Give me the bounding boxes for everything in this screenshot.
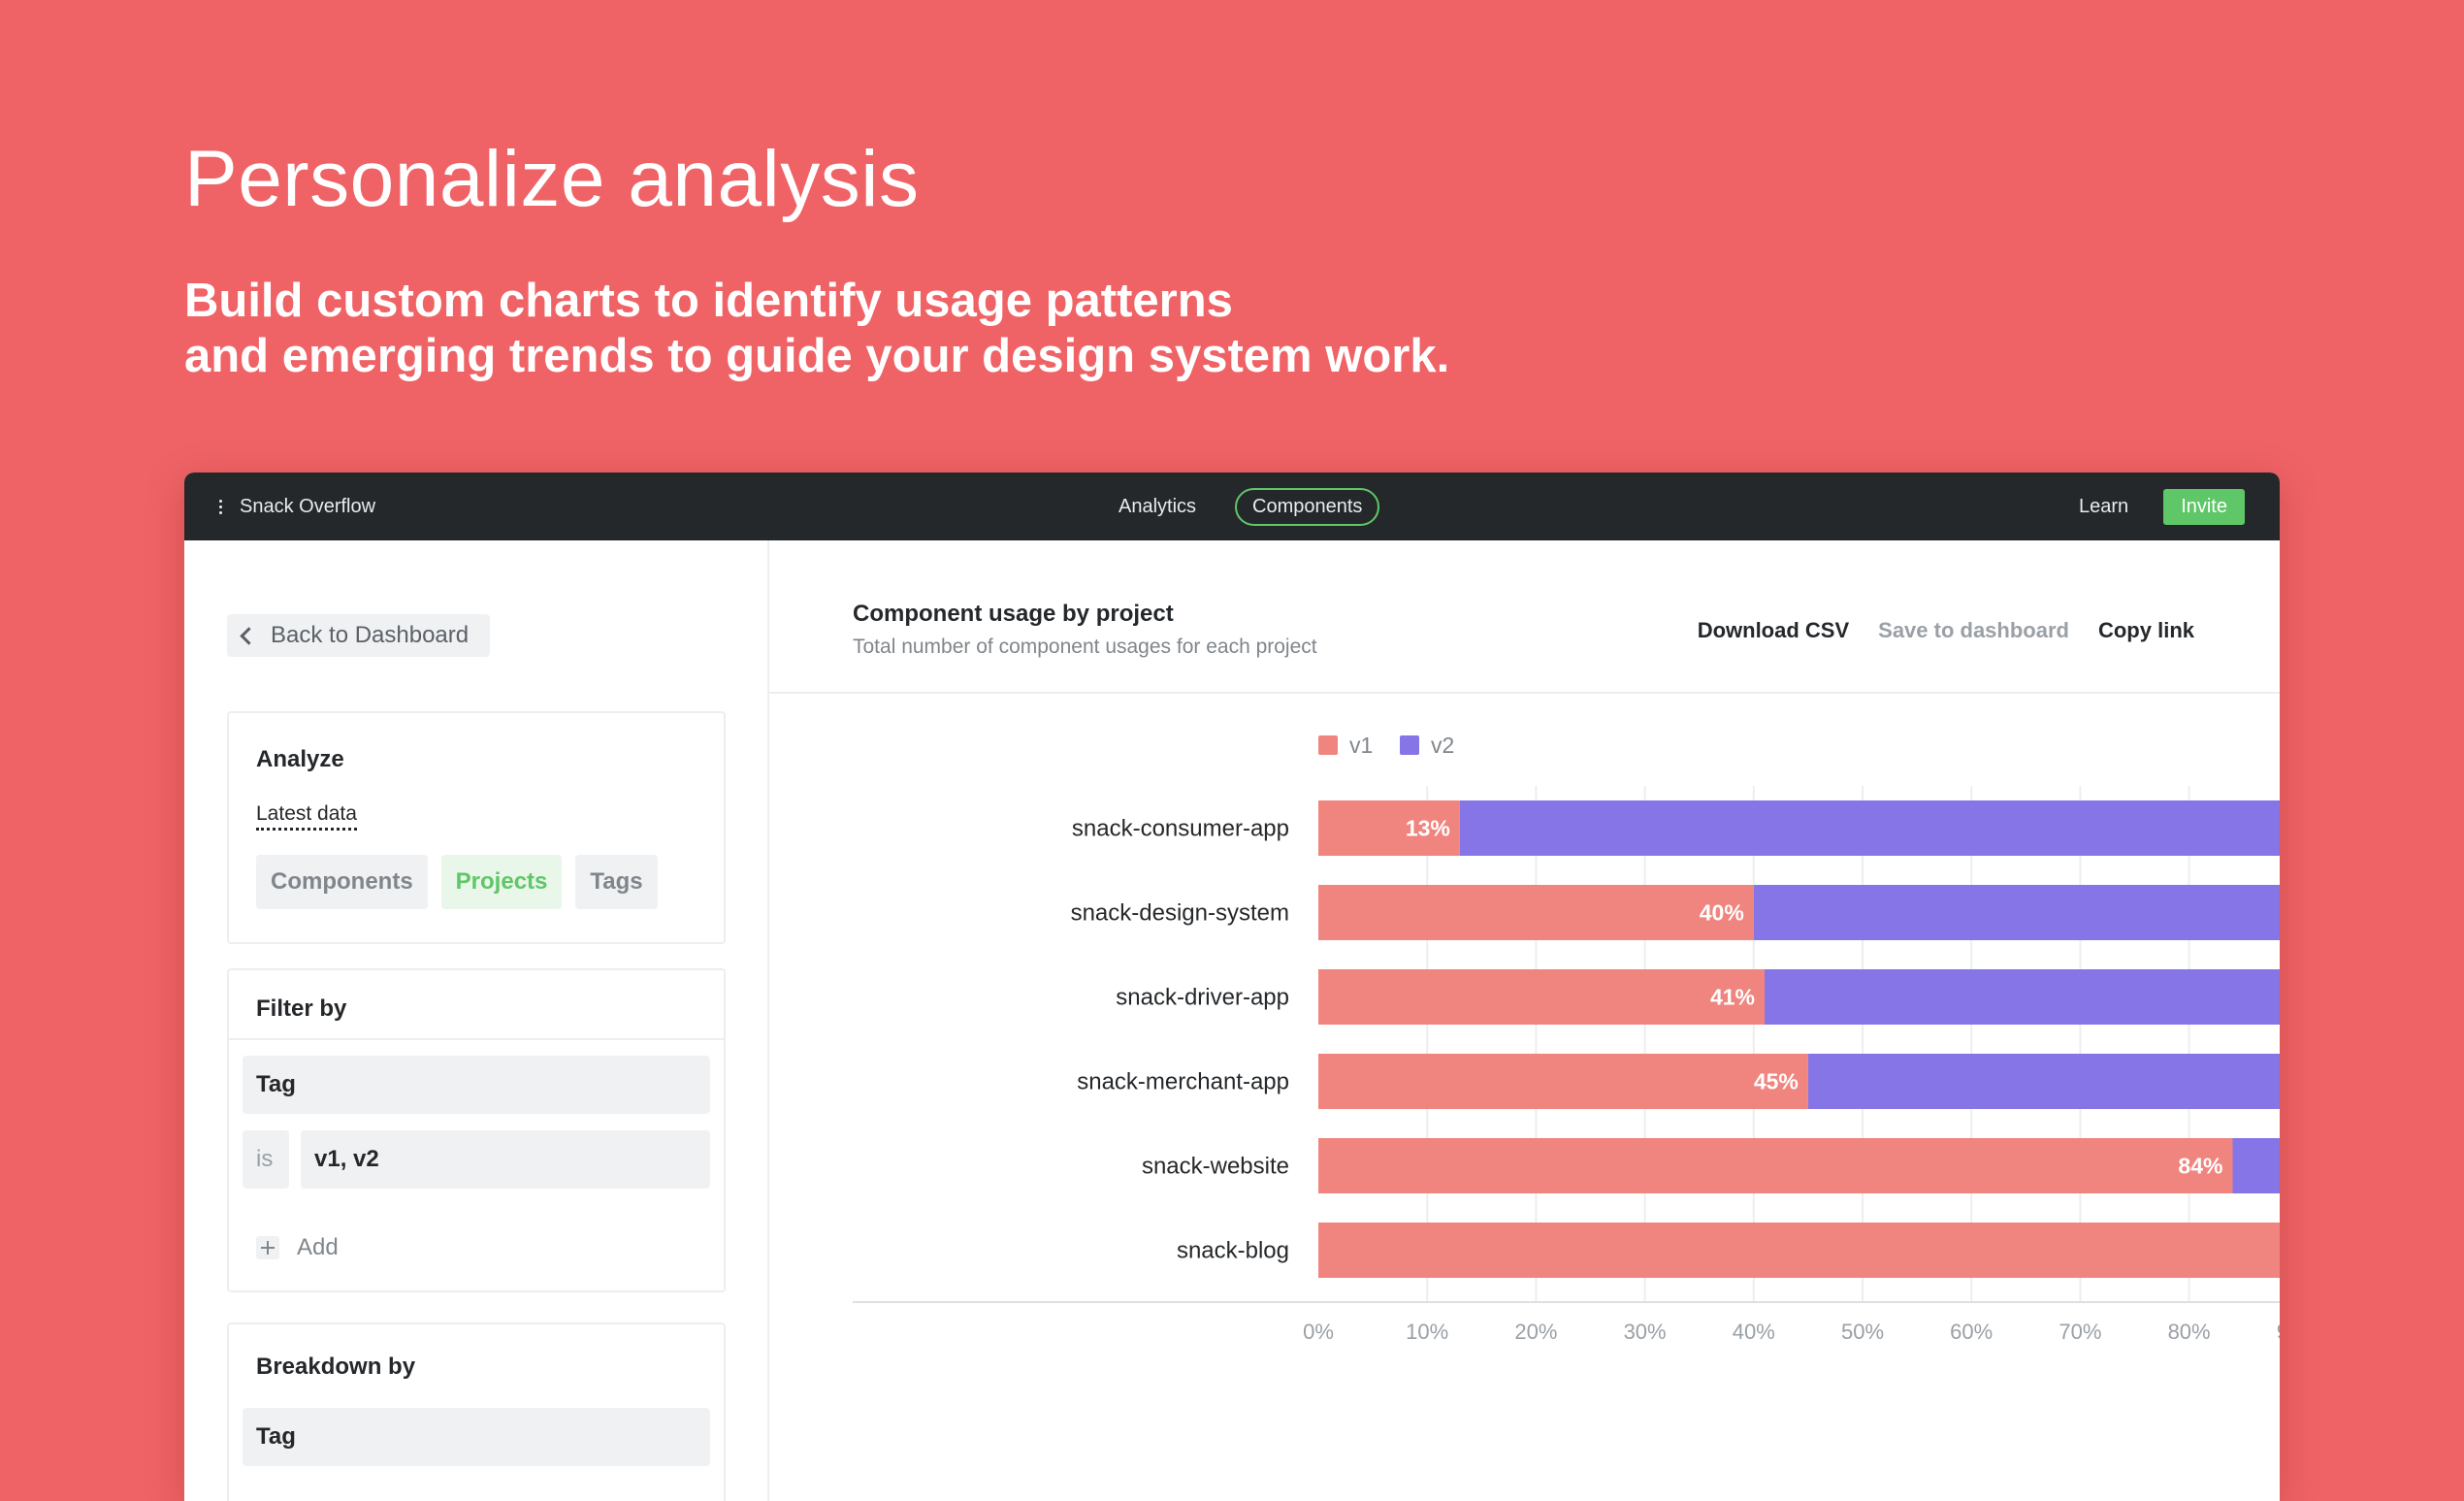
chevron-left-icon <box>240 626 258 645</box>
category-label: snack-website <box>1142 1154 1289 1180</box>
option-tags[interactable]: Tags <box>575 855 658 909</box>
tab-analytics[interactable]: Analytics <box>1119 495 1197 517</box>
bar-v1 <box>1318 800 1460 856</box>
bar-v2 <box>1765 969 2280 1025</box>
chart-title: Component usage by project <box>853 601 1174 627</box>
main-nav: Analytics Components <box>1101 473 1380 540</box>
bar-value-label: 13% <box>1406 816 1450 841</box>
x-tick-label: 10% <box>1406 1320 1448 1344</box>
bar-value-label: 41% <box>1710 985 1755 1010</box>
category-label: snack-design-system <box>1071 900 1289 927</box>
app-window: Snack Overflow Analytics Components Lear… <box>184 473 2280 1501</box>
x-tick-label: 30% <box>1624 1320 1667 1344</box>
bar-v2 <box>1459 800 2280 856</box>
bar-v1 <box>1318 885 1754 940</box>
sidebar: Back to Dashboard Analyze Latest data Co… <box>184 540 769 1501</box>
bar-v2 <box>1807 1054 2280 1109</box>
legend-label-v2: v2 <box>1431 733 1454 758</box>
breakdown-key-select[interactable]: Tag <box>243 1408 710 1466</box>
top-bar: Snack Overflow Analytics Components Lear… <box>184 473 2280 540</box>
category-label: snack-driver-app <box>1116 985 1289 1011</box>
copy-link-button[interactable]: Copy link <box>2097 618 2194 642</box>
bar-v1 <box>1318 1138 2233 1193</box>
stacked-bar-chart: 0%10%20%30%40%50%60%70%80%90%100%v1v2sna… <box>853 733 2280 1344</box>
x-tick-label: 70% <box>2059 1320 2101 1344</box>
chart-header: Component usage by project Total number … <box>769 540 2280 694</box>
option-components[interactable]: Components <box>256 855 428 909</box>
hero-title: Personalize analysis <box>184 135 920 223</box>
option-projects[interactable]: Projects <box>440 855 563 909</box>
divider <box>229 1038 724 1040</box>
analyze-panel: Analyze Latest data Components Projects … <box>227 711 726 944</box>
category-label: snack-blog <box>1177 1238 1289 1264</box>
download-csv-button[interactable]: Download CSV <box>1697 618 1850 642</box>
filter-panel: Filter by Tag is v1, v2 Add <box>227 968 726 1292</box>
hero-subtitle-line-1: Build custom charts to identify usage pa… <box>184 275 1233 327</box>
bar-v2 <box>2232 1138 2280 1193</box>
x-tick-label: 60% <box>1950 1320 1993 1344</box>
x-tick-label: 40% <box>1733 1320 1775 1344</box>
add-filter-label: Add <box>297 1234 339 1260</box>
analyze-title: Analyze <box>256 746 344 772</box>
learn-link[interactable]: Learn <box>2079 495 2129 517</box>
hero-subtitle-line-2: and emerging trends to guide your design… <box>184 330 1450 382</box>
x-tick-label: 80% <box>2168 1320 2211 1344</box>
kebab-menu-icon[interactable] <box>219 499 222 514</box>
x-tick-label: 90% <box>2277 1320 2280 1344</box>
filter-value-input[interactable]: v1, v2 <box>301 1130 710 1189</box>
invite-button[interactable]: Invite <box>2163 488 2245 525</box>
data-source-selector[interactable]: Latest data <box>256 802 357 831</box>
breakdown-panel: Breakdown by Tag <box>227 1322 726 1501</box>
chart-actions: Download CSV Save to dashboard Copy link <box>1698 618 2194 643</box>
save-to-dashboard-button[interactable]: Save to dashboard <box>1878 618 2069 642</box>
workspace-name: Snack Overflow <box>240 495 376 517</box>
filter-title: Filter by <box>256 995 347 1022</box>
bar-v1 <box>1318 1054 1808 1109</box>
bar-value-label: 40% <box>1700 900 1744 926</box>
bar-value-label: 45% <box>1754 1069 1799 1094</box>
bar-v1 <box>1318 969 1766 1025</box>
x-tick-label: 0% <box>1303 1320 1334 1344</box>
legend-label-v1: v1 <box>1349 733 1373 758</box>
x-tick-label: 20% <box>1514 1320 1557 1344</box>
category-label: snack-merchant-app <box>1077 1069 1289 1095</box>
hero-subtitle: Build custom charts to identify usage pa… <box>184 274 1833 384</box>
chart-panel: Component usage by project Total number … <box>769 540 2280 1501</box>
bar-value-label: 84% <box>2178 1154 2222 1179</box>
topbar-actions: Learn Invite <box>2079 473 2245 540</box>
breakdown-title: Breakdown by <box>256 1354 416 1380</box>
category-label: snack-consumer-app <box>1072 816 1289 842</box>
tab-components[interactable]: Components <box>1235 487 1380 526</box>
plus-icon <box>256 1236 279 1259</box>
add-filter-button[interactable]: Add <box>256 1234 339 1261</box>
workspace-switcher[interactable]: Snack Overflow <box>219 473 375 540</box>
x-tick-label: 50% <box>1841 1320 1884 1344</box>
chart-subtitle: Total number of component usages for eac… <box>853 636 1317 658</box>
back-to-dashboard-button[interactable]: Back to Dashboard <box>227 614 491 657</box>
analyze-options: Components Projects Tags <box>256 855 658 909</box>
filter-key-select[interactable]: Tag <box>243 1056 710 1114</box>
bar-v2 <box>1753 885 2280 940</box>
back-button-label: Back to Dashboard <box>271 622 470 648</box>
bar-v1 <box>1318 1223 2280 1278</box>
legend-swatch-v2 <box>1400 735 1419 755</box>
legend-swatch-v1 <box>1318 735 1338 755</box>
filter-operator-select[interactable]: is <box>243 1130 289 1189</box>
